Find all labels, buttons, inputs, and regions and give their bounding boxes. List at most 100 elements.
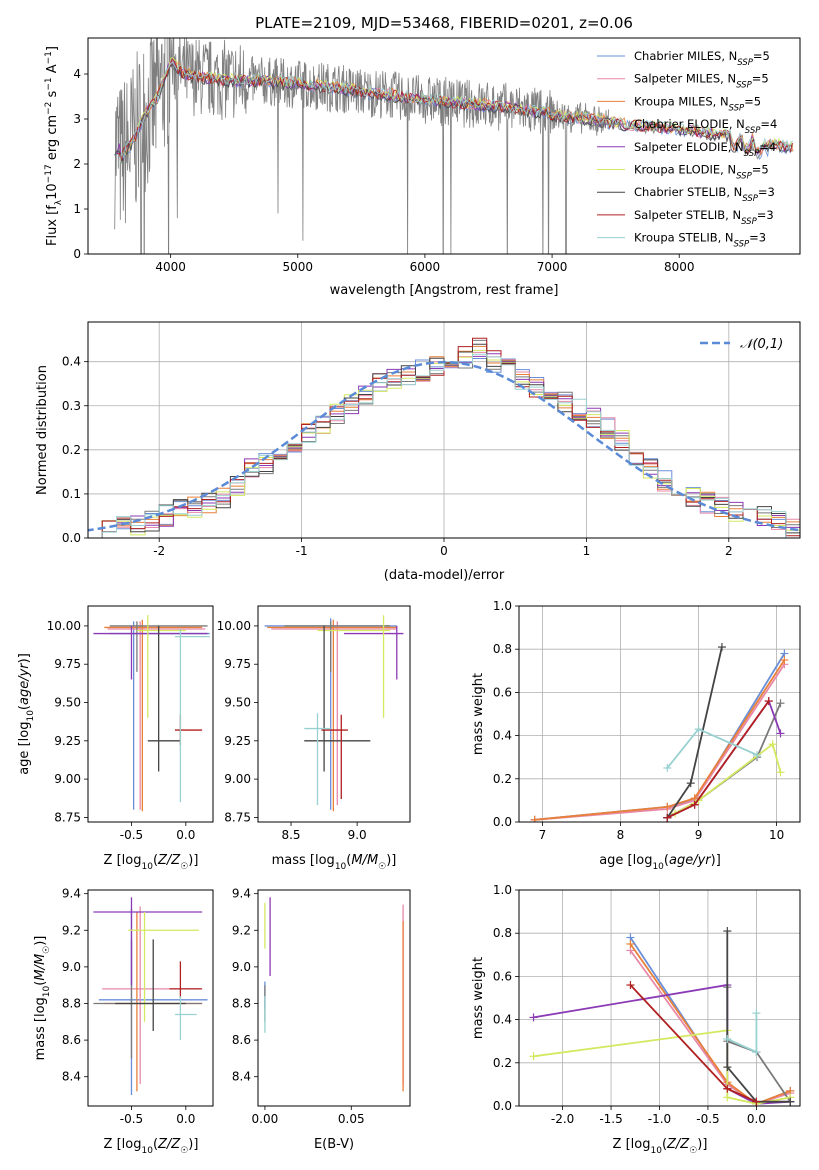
errorbar-point [136,615,186,718]
plus-marker [663,813,672,822]
legend-label-0: Chabrier MILES, NSSP=5 [634,49,770,68]
mass-weight-line-0 [629,937,791,1105]
plot-area [264,897,404,1092]
x-tick-label: 2 [725,544,733,558]
x-tick-label: -2.0 [551,1112,574,1126]
y-tick-label: 9.00 [54,772,81,786]
label-part: 10 [26,710,36,722]
x-axis-label: wavelength [Angstrom, rest frame] [330,283,559,298]
legend-label-part: SSP [736,81,752,91]
mass-weight-line-3 [726,987,792,1103]
errorbar-point [104,619,203,812]
y-tick-label: 9.0 [62,960,81,974]
mass-weight-line-5 [533,1029,791,1105]
x-axis-label-age-mass: mass [log10(M/M☉)] [272,853,397,872]
label-part: λ [54,199,64,205]
errorbar-point [174,996,197,1041]
y-tick-label: 8.4 [232,1070,251,1084]
y-tick-label: 2 [73,157,81,171]
y-tick-label: 8.75 [54,810,81,824]
plus-marker [764,697,773,706]
model-line-6 [114,64,793,162]
y-tick-label: 9.4 [232,887,251,901]
errorbar-point [169,961,203,998]
plus-marker [626,981,635,990]
y-axis-label: mass weight [471,673,486,755]
model-line-8 [119,61,794,164]
errorbar-point [304,713,331,806]
x-axis-label-ebv: E(B-V) [314,1137,354,1152]
label-part: )] [697,1137,707,1152]
legend-label-part: Salpeter ELODIE, N [634,140,744,154]
y-tick-label: 9.2 [232,923,251,937]
plot-area [264,615,404,812]
x-tick-label: 6000 [410,260,441,274]
mass-weight-line-6 [726,931,791,1103]
label-part: ( [153,1137,158,1152]
label-part: Z [log [613,1137,651,1152]
label-part: 10 [650,1146,662,1156]
y-tick-label: 8.8 [62,996,81,1010]
y-tick-label: 9.0 [232,960,251,974]
errorbar-point [147,625,181,772]
legend-label-7: Salpeter STELIB, NSSP=3 [634,208,774,227]
x-axis-label: Z [log10(Z/Z☉)] [613,1137,708,1156]
y-tick-label: 0.8 [493,642,512,656]
label-part: 10 [141,862,153,872]
y-axis-label: Normed distribution [35,365,50,495]
y-axis-label: mass weight [471,957,486,1039]
label-part: M/M [33,954,48,981]
plus-marker [752,1009,761,1018]
axes-age_vs_Z: -0.5 0.0 8.75 9.00 9.25 9.50 9.75 10.00 [47,605,214,842]
legend-label-part: =5 [744,94,761,108]
y-tick-label: 0.2 [493,1056,512,1070]
label-part: ( [662,1137,667,1152]
label-part: −17 [44,164,54,183]
label-part: ( [664,853,669,868]
axes-massweight_vs_Z: -2.0 -1.5 -1.0 -0.5 0.0 0.0 0.2 0.4 0.6 0.8 1.0 [493,883,801,1126]
plus-marker [723,927,732,936]
plus-marker [786,1097,795,1106]
x-tick-label: 8 [617,828,625,842]
errorbar-point [93,625,208,680]
legend-label-part: =4 [760,117,777,131]
legend-label-part: SSP [729,103,745,113]
errorbar-point [115,939,186,1031]
x-tick-label: 7 [539,828,547,842]
legend-label-part: =3 [758,185,775,199]
legend-label-normal: 𝒩(0,1) [740,337,783,352]
y-tick-label: 9.25 [54,734,81,748]
x-tick-label: 8.5 [281,828,300,842]
plus-marker [752,1048,761,1056]
plus-marker [768,740,777,749]
y-tick-label: 9.50 [224,696,251,710]
label-part: ☉ [42,946,52,954]
errorbar-point [343,625,404,680]
y-tick-label: 0.1 [62,487,81,501]
normal-curve [88,360,800,532]
legend-label-6: Chabrier STELIB, NSSP=3 [634,185,775,204]
y-tick-label: 10.00 [47,619,81,633]
y-axis-label-mass: mass [log10(M/M☉)] [33,936,52,1061]
legend-label-part: Salpeter MILES, N [634,72,736,86]
legend-label-part: Kroupa STELIB, N [634,231,734,245]
label-part: Z [log [104,853,142,868]
legend-label-2: Kroupa MILES, NSSP=5 [634,94,761,113]
x-tick-label: 0.00 [252,1112,279,1126]
plot-area [530,643,789,822]
label-part: −1 [44,51,54,64]
axes-mass_vs_Z: -0.5 0.0 8.4 8.6 8.8 9.0 9.2 9.4 [62,887,214,1126]
errorbar-point [102,906,200,1085]
y-tick-label: 0.2 [62,443,81,457]
y-tick-label: 1.0 [493,599,512,613]
y-tick-label: 0.4 [62,355,81,369]
plus-marker [780,656,789,664]
label-part: mass [log [33,997,48,1060]
x-tick-label: 4000 [155,260,186,274]
label-part: Z/Z [666,1137,690,1152]
legend-label-3: Chabrier ELODIE, NSSP=4 [634,117,777,136]
plus-marker [723,1084,732,1093]
label-part: )] [33,936,48,946]
